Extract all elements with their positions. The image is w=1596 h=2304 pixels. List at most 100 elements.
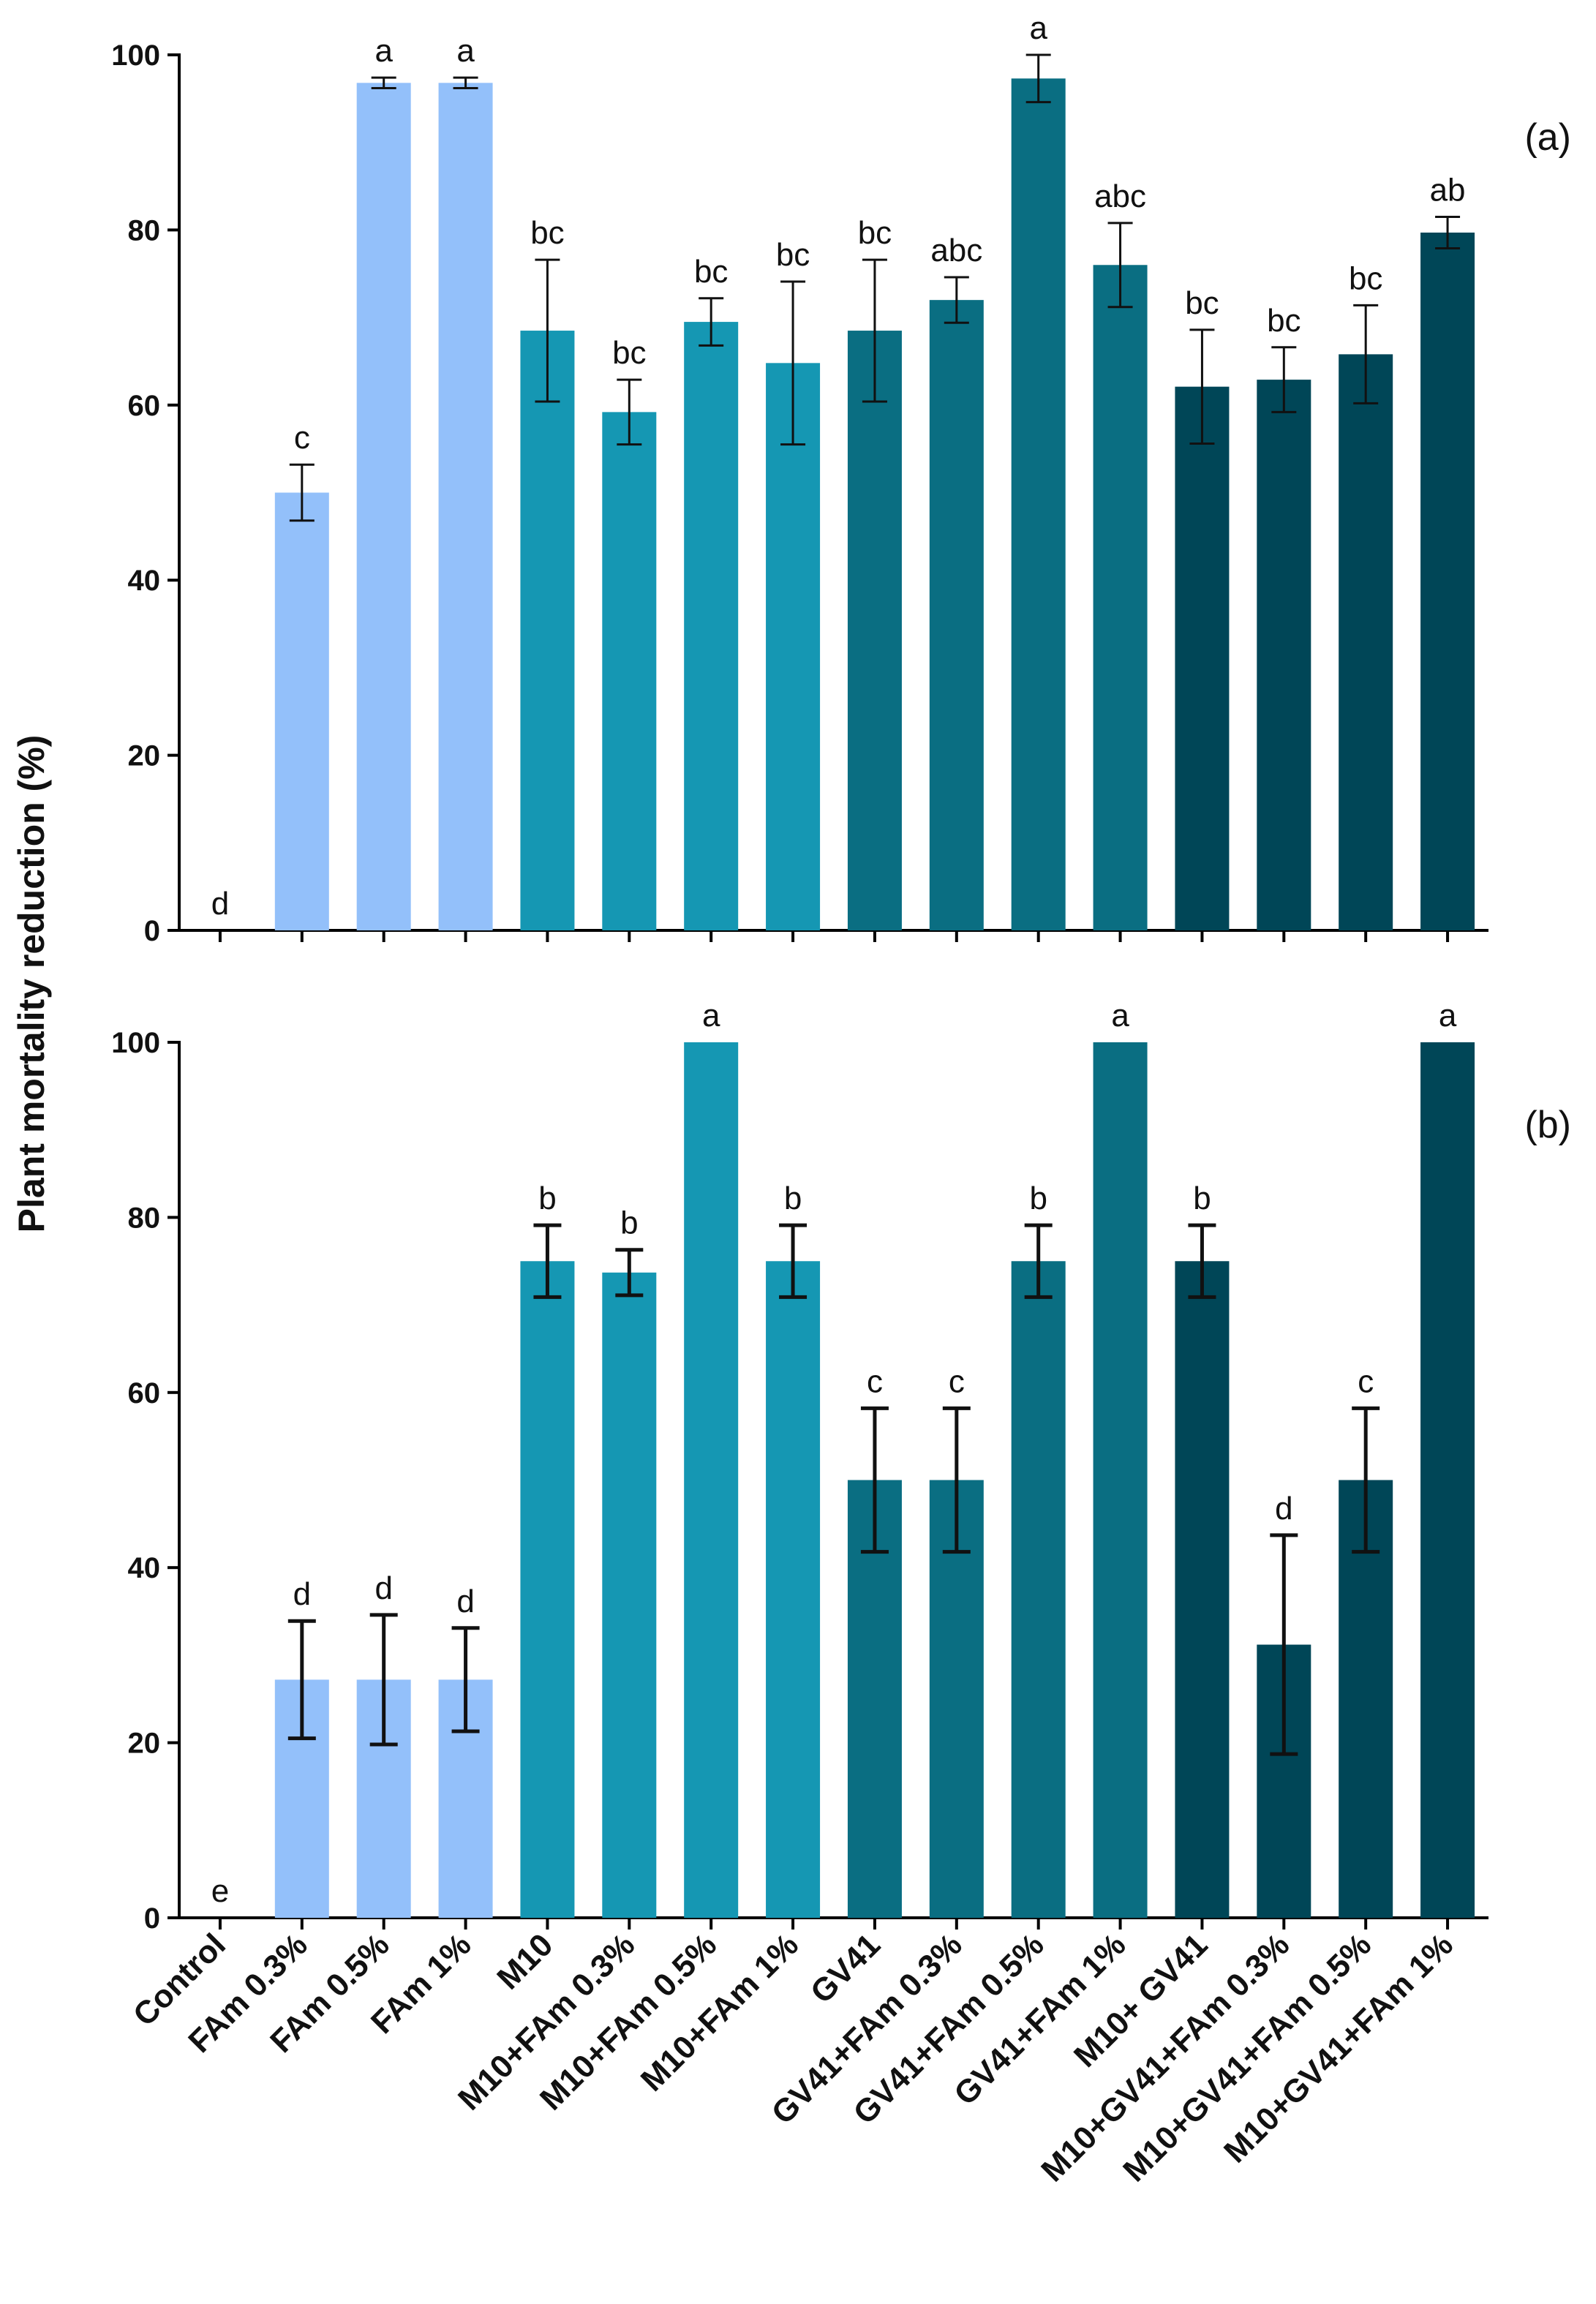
- panel-b: 0 20 40 60 80 100 e d d d b b a b c c b a b d c a (b): [111, 998, 1571, 1935]
- error-bar-a-12: [1189, 328, 1215, 445]
- significance-label-a-14: bc: [1349, 260, 1382, 296]
- bar-a-14: [1339, 354, 1393, 930]
- error-bar-a-9: [944, 276, 969, 324]
- error-bar-b-10: [1024, 1223, 1053, 1299]
- bar-b-5: [602, 1272, 657, 1918]
- significance-label-b-3: d: [456, 1584, 474, 1619]
- significance-label-a-9: abc: [930, 233, 982, 268]
- bar-b-12: [1175, 1261, 1230, 1918]
- significance-label-b-12: b: [1193, 1181, 1211, 1216]
- error-bar-a-13: [1271, 346, 1297, 413]
- error-bar-a-6: [699, 297, 724, 347]
- y-tick-label-b-100: 100: [111, 1027, 160, 1059]
- significance-label-b-13: d: [1275, 1491, 1292, 1526]
- error-bar-a-7: [780, 280, 806, 446]
- significance-label-b-14: c: [1358, 1363, 1374, 1399]
- y-tick-label-b-80: 80: [128, 1202, 161, 1234]
- significance-label-b-8: c: [867, 1363, 883, 1399]
- error-bar-a-2: [371, 76, 396, 89]
- error-bar-a-4: [535, 258, 560, 403]
- error-bar-a-15: [1435, 215, 1461, 250]
- panel-label-b: (b): [1524, 1104, 1571, 1146]
- significance-label-a-3: a: [456, 33, 475, 69]
- error-bar-a-10: [1025, 53, 1051, 104]
- y-tick-label-a-40: 40: [128, 565, 161, 597]
- significance-label-a-13: bc: [1267, 303, 1300, 339]
- y-tick-label-b-60: 60: [128, 1377, 161, 1409]
- error-bar-b-12: [1188, 1223, 1216, 1299]
- y-tick-label-a-0: 0: [144, 915, 160, 947]
- significance-label-a-8: bc: [858, 215, 892, 251]
- y-tick-label-a-100: 100: [111, 39, 160, 72]
- significance-label-a-1: c: [294, 420, 310, 456]
- bar-a-1: [274, 492, 329, 930]
- significance-label-b-9: c: [949, 1363, 965, 1399]
- significance-label-b-10: b: [1029, 1181, 1047, 1216]
- significance-label-a-15: ab: [1430, 172, 1466, 208]
- y-tick-label-a-80: 80: [128, 214, 161, 246]
- bar-a-9: [929, 300, 984, 930]
- error-bar-a-11: [1107, 222, 1133, 309]
- significance-label-a-10: a: [1029, 10, 1047, 46]
- significance-label-a-0: d: [211, 886, 229, 922]
- error-bar-b-13: [1270, 1533, 1298, 1756]
- bar-b-7: [766, 1261, 821, 1918]
- bar-a-2: [356, 83, 411, 931]
- error-bar-a-3: [453, 76, 478, 89]
- significance-label-a-6: bc: [694, 254, 728, 290]
- error-bar-a-5: [617, 378, 642, 446]
- error-bar-a-8: [862, 258, 887, 403]
- bar-b-10: [1011, 1261, 1066, 1918]
- bar-a-5: [602, 412, 657, 930]
- significance-label-b-11: a: [1111, 998, 1129, 1034]
- y-tick-label-a-60: 60: [128, 390, 161, 422]
- bar-b-11: [1093, 1042, 1148, 1918]
- significance-label-b-15: a: [1439, 998, 1457, 1034]
- significance-label-b-6: a: [702, 998, 720, 1034]
- significance-label-a-11: abc: [1094, 178, 1146, 214]
- bar-a-3: [438, 83, 493, 931]
- error-bar-b-5: [615, 1248, 644, 1298]
- error-bar-a-1: [289, 463, 315, 522]
- bar-b-6: [684, 1042, 739, 1918]
- y-axis-title: Plant mortality reduction (%): [11, 735, 52, 1233]
- bar-b-15: [1420, 1042, 1475, 1918]
- significance-label-a-12: bc: [1185, 285, 1219, 321]
- significance-label-a-2: a: [374, 33, 393, 69]
- significance-label-b-4: b: [538, 1181, 556, 1216]
- error-bar-b-14: [1352, 1406, 1380, 1554]
- significance-label-a-4: bc: [530, 215, 564, 251]
- bar-a-8: [847, 331, 902, 930]
- bar-a-4: [520, 331, 575, 930]
- category-label-4: M10: [490, 1927, 560, 1996]
- bar-b-4: [520, 1261, 575, 1918]
- significance-label-b-5: b: [620, 1205, 638, 1241]
- error-bar-b-4: [533, 1223, 562, 1299]
- y-tick-label-b-20: 20: [128, 1728, 161, 1760]
- error-bar-b-1: [287, 1619, 316, 1741]
- significance-label-b-2: d: [374, 1570, 392, 1606]
- significance-label-b-1: d: [293, 1576, 311, 1612]
- bar-a-10: [1011, 78, 1066, 931]
- error-bar-a-14: [1353, 304, 1379, 404]
- y-tick-label-b-0: 0: [144, 1902, 160, 1935]
- error-bar-b-9: [942, 1406, 971, 1554]
- y-tick-label-a-20: 20: [128, 740, 161, 772]
- bar-a-13: [1257, 380, 1311, 930]
- bar-a-12: [1175, 386, 1230, 930]
- significance-label-a-5: bc: [612, 335, 646, 371]
- panel-label-a: (a): [1524, 116, 1571, 159]
- significance-label-b-7: b: [784, 1181, 802, 1216]
- bar-a-11: [1093, 265, 1148, 930]
- error-bar-b-3: [451, 1626, 480, 1733]
- significance-label-a-7: bc: [776, 237, 810, 273]
- error-bar-b-8: [860, 1406, 889, 1554]
- significance-label-b-0: e: [211, 1873, 229, 1909]
- bar-a-7: [766, 363, 821, 930]
- error-bar-b-2: [369, 1613, 398, 1747]
- y-tick-label-b-40: 40: [128, 1552, 161, 1584]
- bar-a-6: [684, 322, 739, 931]
